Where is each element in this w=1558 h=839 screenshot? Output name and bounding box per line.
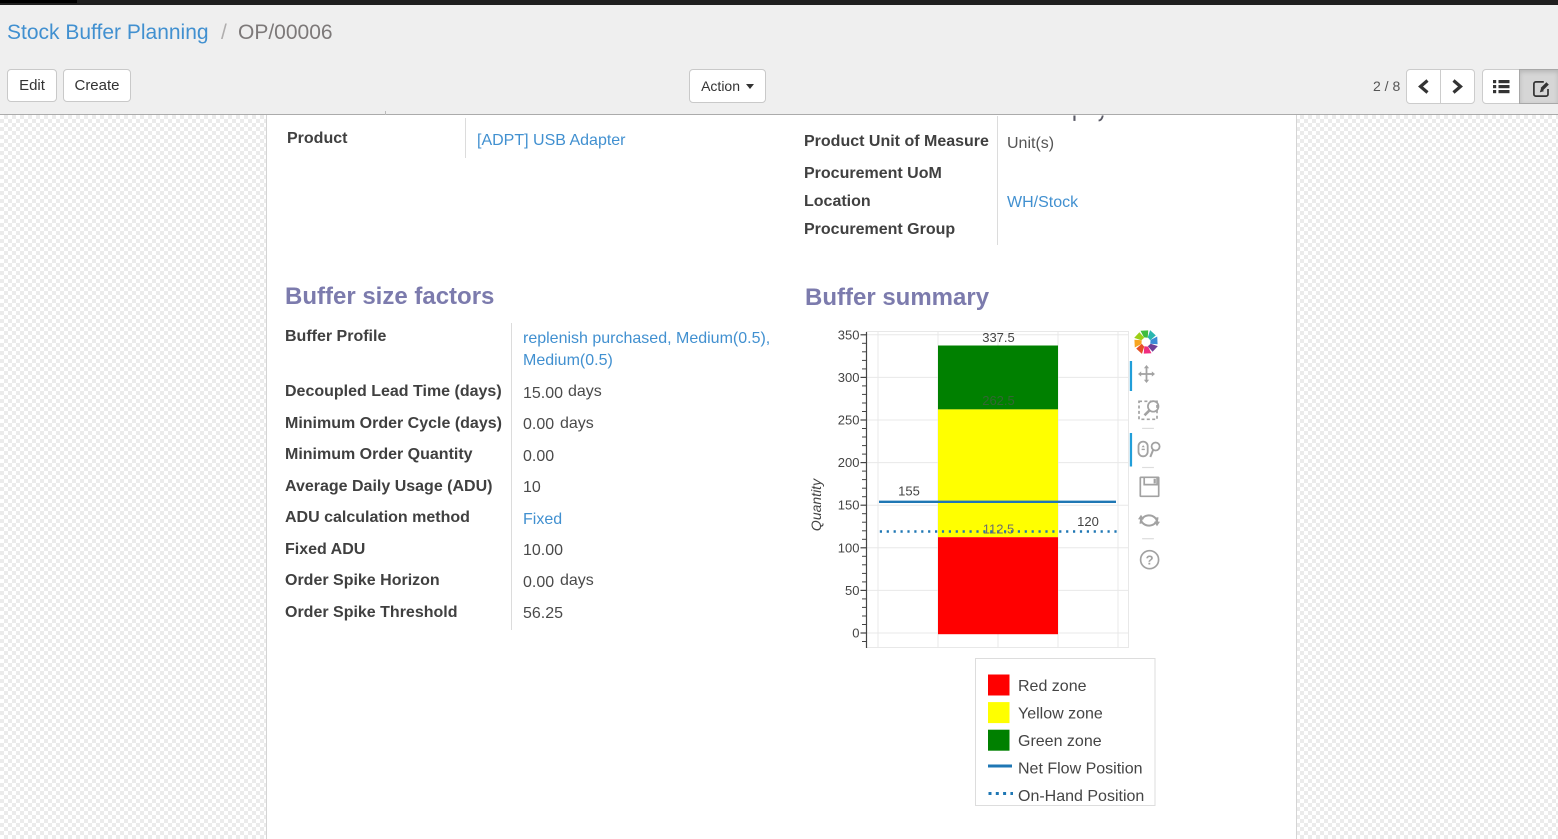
svg-text:Green zone: Green zone [1018,733,1102,750]
svg-text:Net Flow Position: Net Flow Position [1018,760,1143,777]
svg-text:262.5: 262.5 [982,393,1015,408]
svg-text:120: 120 [1077,514,1099,529]
svg-text:200: 200 [838,455,860,470]
svg-text:Yellow zone: Yellow zone [1018,706,1103,723]
svg-text:On-Hand Position: On-Hand Position [1018,788,1144,805]
svg-text:50: 50 [845,583,859,598]
svg-text:155: 155 [898,484,920,499]
svg-text:350: 350 [838,327,860,342]
svg-text:?: ? [1146,552,1154,567]
svg-text:150: 150 [838,498,860,513]
svg-text:112.5: 112.5 [983,522,1015,537]
svg-text:Red zone: Red zone [1018,678,1087,695]
svg-text:0: 0 [852,626,859,641]
svg-text:300: 300 [838,370,860,385]
svg-text:250: 250 [838,413,860,428]
svg-text:Quantity: Quantity [808,478,824,531]
svg-text:337.5: 337.5 [982,330,1015,345]
svg-text:100: 100 [838,540,860,555]
